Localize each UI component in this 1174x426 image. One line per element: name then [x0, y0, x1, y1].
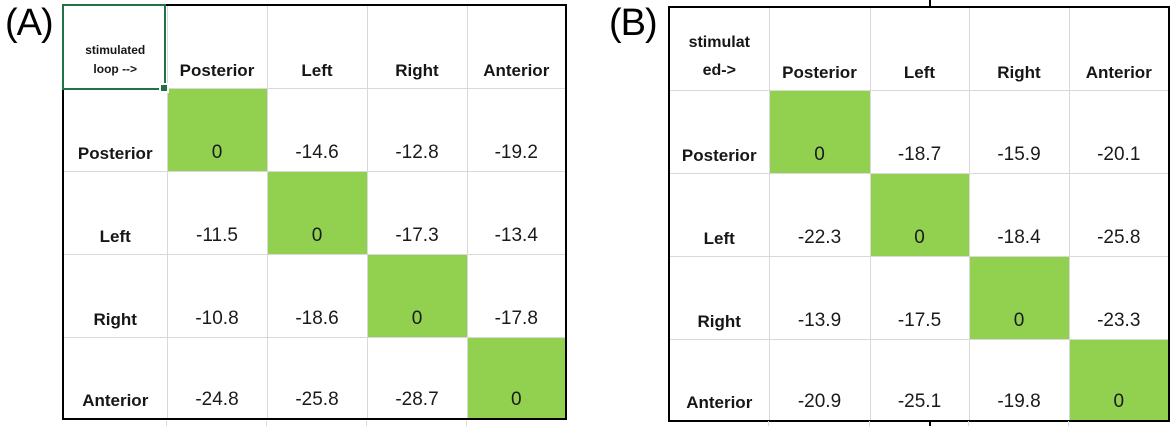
- panel-b-label: (B): [609, 2, 658, 44]
- value-cell: -25.8: [266, 336, 368, 420]
- diagonal-cell: 0: [466, 336, 567, 420]
- value-cell: -11.5: [166, 170, 268, 255]
- value-cell: -17.8: [466, 253, 567, 338]
- panel-a-label: (A): [5, 2, 54, 44]
- row-header-left: Left: [62, 170, 168, 255]
- row-header-left: Left: [668, 172, 770, 257]
- diagonal-cell: 0: [266, 170, 368, 255]
- diagonal-cell: 0: [768, 89, 871, 174]
- value-cell: -14.6: [266, 87, 368, 172]
- value-cell: -13.9: [768, 255, 871, 340]
- column-header-posterior: Posterior: [166, 4, 268, 89]
- row-header-posterior: Posterior: [62, 87, 168, 172]
- column-header-left: Left: [266, 4, 368, 89]
- value-cell: -20.1: [1068, 89, 1170, 174]
- value-cell: -13.4: [466, 170, 567, 255]
- diagonal-cell: 0: [166, 87, 268, 172]
- value-cell: -22.3: [768, 172, 871, 257]
- diagonal-cell: 0: [366, 253, 468, 338]
- value-cell: -25.8: [1068, 172, 1170, 257]
- column-header-right: Right: [366, 4, 468, 89]
- value-cell: -20.9: [768, 338, 871, 422]
- column-header-posterior: Posterior: [768, 6, 871, 91]
- gridline-tick: [929, 421, 931, 426]
- matrix-table-a: stimulated loop --> Posterior Left Right Ante…: [62, 4, 567, 420]
- gridline-stub: [266, 421, 267, 426]
- row-header-right: Right: [668, 255, 770, 340]
- gridline-stub: [366, 421, 367, 426]
- corner-cell: stimulat ed->: [668, 6, 770, 91]
- row-header-anterior: Anterior: [62, 336, 168, 420]
- value-cell: -17.3: [366, 170, 468, 255]
- value-cell: -17.5: [869, 255, 970, 340]
- value-cell: -18.6: [266, 253, 368, 338]
- row-header-anterior: Anterior: [668, 338, 770, 422]
- gridline-stub: [466, 421, 467, 426]
- column-header-anterior: Anterior: [1068, 6, 1170, 91]
- gridline-stub: [768, 421, 769, 426]
- gridline-tick: [929, 0, 931, 6]
- column-header-right: Right: [968, 6, 1070, 91]
- row-header-right: Right: [62, 253, 168, 338]
- matrix-table-b: stimulat ed-> Posterior Left Right Anterior Po…: [668, 6, 1170, 422]
- gridline-stub: [968, 421, 969, 426]
- value-cell: -19.8: [968, 338, 1070, 422]
- value-cell: -18.4: [968, 172, 1070, 257]
- value-cell: -15.9: [968, 89, 1070, 174]
- value-cell: -19.2: [466, 87, 567, 172]
- gridline-stub: [166, 421, 167, 426]
- value-cell: -12.8: [366, 87, 468, 172]
- value-cell: -28.7: [366, 336, 468, 420]
- column-header-anterior: Anterior: [466, 4, 567, 89]
- gridline-stub: [869, 421, 870, 426]
- diagonal-cell: 0: [968, 255, 1070, 340]
- value-cell: -24.8: [166, 336, 268, 420]
- row-header-posterior: Posterior: [668, 89, 770, 174]
- diagonal-cell: 0: [1068, 338, 1170, 422]
- column-header-left: Left: [869, 6, 970, 91]
- value-cell: -23.3: [1068, 255, 1170, 340]
- value-cell: -10.8: [166, 253, 268, 338]
- diagonal-cell: 0: [869, 172, 970, 257]
- corner-cell: stimulated loop -->: [62, 4, 168, 89]
- value-cell: -25.1: [869, 338, 970, 422]
- gridline-stub: [1068, 421, 1069, 426]
- value-cell: -18.7: [869, 89, 970, 174]
